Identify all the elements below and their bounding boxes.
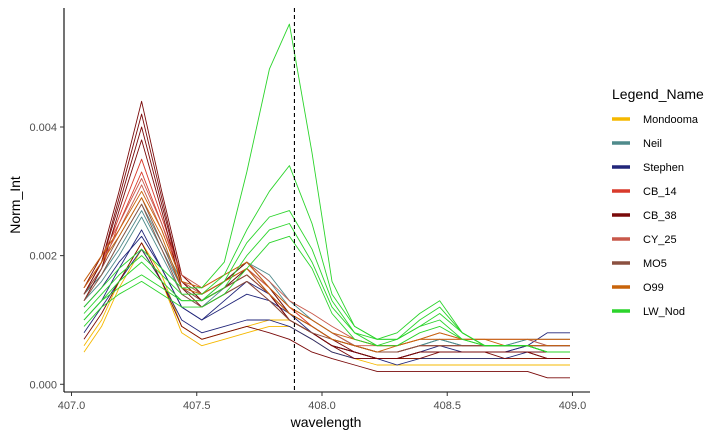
legend-label-neil: Neil xyxy=(643,138,662,150)
y-tick-label: 0.004 xyxy=(29,122,57,134)
series-lines xyxy=(83,23,570,379)
series-line-cb-38 xyxy=(83,242,570,379)
series-line-stephen xyxy=(83,235,570,360)
series-line-cb-38 xyxy=(83,139,570,360)
series-line-cb-14 xyxy=(83,171,570,353)
legend-label-stephen: Stephen xyxy=(643,162,684,174)
y-axis-label: Norm_Int xyxy=(7,176,23,234)
legend-label-cb-38: CB_38 xyxy=(643,210,677,222)
legend-label-lw-nod: LW_Nod xyxy=(643,306,685,318)
legend-label-cb-14: CB_14 xyxy=(643,186,677,198)
series-line-stephen xyxy=(83,248,570,366)
x-tick-label: 407.5 xyxy=(183,400,211,412)
series-line-o99 xyxy=(83,197,570,353)
x-tick-label: 409.0 xyxy=(559,400,587,412)
legend-title: Legend_Name xyxy=(612,86,704,102)
y-tick-label: 0.002 xyxy=(29,251,57,263)
x-ticks: 407.0 407.5 408.0 408.5 409.0 xyxy=(58,392,586,412)
x-tick-label: 408.0 xyxy=(308,400,336,412)
legend-label-o99: O99 xyxy=(643,282,664,294)
series-line-cb-38 xyxy=(83,113,570,360)
series-line-cy-25 xyxy=(83,184,570,347)
series-line-cb-38 xyxy=(83,126,570,360)
legend-label-cy-25: CY_25 xyxy=(643,234,677,246)
series-line-lw-nod xyxy=(83,235,570,353)
legend: Legend_Name Mondooma Neil Stephen CB_14 CB_3… xyxy=(612,86,704,318)
y-ticks: 0.000 0.002 0.004 xyxy=(29,122,64,391)
x-axis-label: wavelength xyxy=(290,414,362,430)
series-line-o99 xyxy=(83,190,570,347)
legend-label-mo5: MO5 xyxy=(643,258,667,270)
series-line-cb-38 xyxy=(83,100,570,360)
legend-label-mondooma: Mondooma xyxy=(643,114,699,126)
x-tick-label: 407.0 xyxy=(58,400,86,412)
legend-items: Mondooma Neil Stephen CB_14 CB_38 CY_25 MO5 O99… xyxy=(612,114,699,318)
x-tick-label: 408.5 xyxy=(433,400,461,412)
y-tick-label: 0.000 xyxy=(29,379,57,391)
